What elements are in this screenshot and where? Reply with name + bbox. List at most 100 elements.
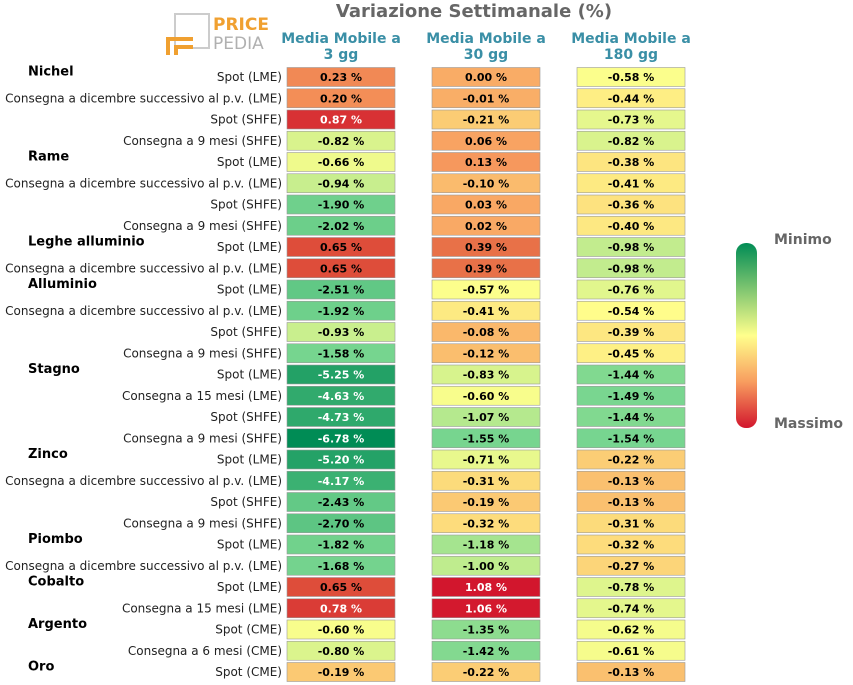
heatmap-cell <box>576 322 686 342</box>
row-label: Consegna a dicembre successivo al p.v. (… <box>5 559 282 573</box>
cell-value-label: -0.57 % <box>463 284 510 297</box>
heatmap-cell <box>431 67 541 87</box>
cell-value-label: -0.22 % <box>463 666 510 679</box>
row-label: Consegna a 15 mesi (LME) <box>122 601 282 615</box>
cell-value-label: -0.32 % <box>608 539 655 552</box>
heatmap-cell <box>286 470 396 491</box>
heatmap-cell <box>286 343 396 364</box>
heatmap-cell <box>431 513 541 534</box>
heatmap-cell <box>431 555 541 576</box>
heatmap-cell <box>431 428 541 449</box>
column-header-line: 30 gg <box>464 47 508 63</box>
group-labels: Nichel Rame Leghe alluminio Alluminio Stagno… <box>28 65 145 675</box>
heatmap-cell <box>431 598 541 619</box>
cell-value-label: -0.78 % <box>608 581 655 594</box>
heatmap-cell <box>286 555 396 576</box>
heatmap-cell <box>286 88 396 109</box>
cell-value-label: 1.08 % <box>465 581 507 594</box>
heatmap-cell <box>576 534 686 555</box>
heatmap-cell <box>286 407 396 427</box>
heatmap-cell <box>576 407 686 427</box>
column-header-line: Media Mobile a <box>426 31 546 47</box>
cell-value-label: -0.19 % <box>463 496 510 509</box>
heatmap-cell <box>286 67 396 87</box>
group-label: Oro <box>28 660 54 675</box>
heatmap-cell <box>431 152 541 172</box>
cell-value-label: -0.31 % <box>463 475 510 488</box>
heatmap-cell <box>576 513 686 534</box>
cell-value-label: -1.68 % <box>318 560 365 573</box>
heatmap-cell <box>576 662 686 682</box>
heatmap-cell <box>431 109 541 130</box>
heatmap-cell <box>431 130 541 151</box>
cell-value-label: -2.02 % <box>318 220 365 233</box>
row-label: Consegna a dicembre successivo al p.v. (… <box>5 261 282 275</box>
cell-value-label: -0.76 % <box>608 284 655 297</box>
cell-value-label: -0.58 % <box>608 71 655 84</box>
cell-value-label: -4.63 % <box>318 390 365 403</box>
heatmap-cell <box>286 109 396 130</box>
heatmap-cell <box>576 492 686 512</box>
cell-value-label: -2.43 % <box>318 496 365 509</box>
cell-value-label: 0.65 % <box>320 581 362 594</box>
cell-value-label: -4.73 % <box>318 411 365 424</box>
heatmap-cell <box>576 67 686 87</box>
cell-value-label: -2.70 % <box>318 517 365 530</box>
chart-title: Variazione Settimanale (%) <box>336 1 612 22</box>
heatmap-cell <box>286 534 396 555</box>
heatmap-cell <box>286 428 396 449</box>
heatmap-cell <box>576 449 686 470</box>
cell-value-label: -0.71 % <box>463 454 510 467</box>
heatmap-cell <box>576 279 686 300</box>
cell-value-label: 0.39 % <box>465 262 507 275</box>
heatmap-cell <box>576 237 686 257</box>
cell-value-label: -0.13 % <box>608 475 655 488</box>
cell-value-label: -1.35 % <box>463 624 510 637</box>
logo-frame <box>174 13 210 49</box>
cell-value-label: -0.98 % <box>608 262 655 275</box>
row-label: Consegna a 9 mesi (SHFE) <box>123 134 282 148</box>
cell-value-label: -0.61 % <box>608 645 655 658</box>
cell-value-label: -1.49 % <box>608 390 655 403</box>
cell-value-label: -0.80 % <box>318 645 365 658</box>
cell-value-label: 0.03 % <box>465 199 507 212</box>
cell-value-label: -1.07 % <box>463 411 510 424</box>
heatmap-cell <box>431 470 541 491</box>
row-label: Spot (SHFE) <box>210 198 282 212</box>
cell-value-label: -0.32 % <box>463 517 510 530</box>
cell-value-label: -1.42 % <box>463 645 510 658</box>
group-label: Rame <box>28 150 69 165</box>
cell-value-label: 1.06 % <box>465 602 507 615</box>
heatmap-cell <box>576 130 686 151</box>
column-header-line: 3 gg <box>324 47 359 63</box>
heatmap-cell <box>431 173 541 194</box>
heatmap-cell <box>286 300 396 321</box>
cell-value-label: -0.40 % <box>608 220 655 233</box>
cell-value-label: 0.39 % <box>465 241 507 254</box>
heatmap-cell <box>286 258 396 279</box>
cell-value-label: -0.93 % <box>318 326 365 339</box>
cell-value-label: -5.20 % <box>318 454 365 467</box>
heatmap-cell <box>431 534 541 555</box>
heatmap-cell <box>431 449 541 470</box>
cell-value-label: 0.06 % <box>465 135 507 148</box>
cell-value-label: -0.12 % <box>463 347 510 360</box>
row-label: Spot (LME) <box>217 538 282 552</box>
heatmap-cell <box>431 343 541 364</box>
row-label: Consegna a 9 mesi (SHFE) <box>123 431 282 445</box>
cell-value-label: -0.82 % <box>608 135 655 148</box>
heatmap-cell <box>286 215 396 236</box>
row-label: Consegna a 9 mesi (SHFE) <box>123 219 282 233</box>
row-label: Consegna a 15 mesi (LME) <box>122 389 282 403</box>
cell-value-label: -0.01 % <box>463 92 510 105</box>
heatmap-cell <box>431 364 541 385</box>
cell-value-label: -0.83 % <box>463 369 510 382</box>
heatmap-cell <box>286 237 396 257</box>
cell-value-label: -0.10 % <box>463 177 510 190</box>
group-label: Alluminio <box>28 277 97 292</box>
cell-value-label: -0.38 % <box>608 156 655 169</box>
cell-value-label: -1.44 % <box>608 411 655 424</box>
heatmap-cell <box>286 619 396 640</box>
